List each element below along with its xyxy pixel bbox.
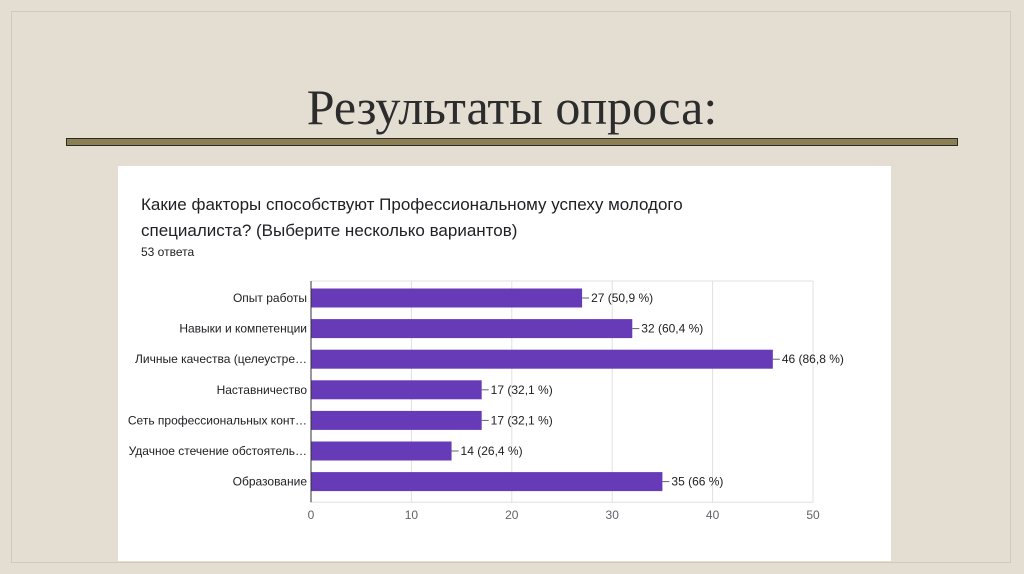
value-label: 35 (66 %) — [671, 475, 723, 489]
bar — [311, 410, 482, 430]
value-label: 32 (60,4 %) — [641, 322, 703, 336]
chart-card: Какие факторы способствуют Профессиональ… — [118, 166, 891, 561]
category-label: Личные качества (целеустре… — [135, 352, 307, 366]
bar — [311, 472, 663, 492]
value-label: 17 (32,1 %) — [491, 383, 553, 397]
value-label: 14 (26,4 %) — [461, 444, 523, 458]
slide-title: Результаты опроса: — [306, 79, 718, 135]
x-tick-label: 40 — [706, 508, 720, 522]
title-underline — [66, 138, 958, 146]
category-label: Наставничество — [217, 383, 308, 397]
slide-frame — [11, 11, 1011, 563]
value-label: 17 (32,1 %) — [491, 413, 553, 427]
bar — [311, 319, 633, 339]
bar — [311, 288, 583, 308]
bar — [311, 349, 773, 369]
question-title: Какие факторы способствуют Профессиональ… — [141, 195, 683, 240]
response-count: 53 ответа — [141, 245, 195, 259]
category-label: Сеть профессиональных конт… — [128, 413, 307, 427]
category-label: Удачное стечение обстоятель… — [129, 444, 307, 458]
x-tick-label: 20 — [505, 508, 519, 522]
bar — [311, 380, 482, 400]
bar — [311, 441, 452, 461]
category-label: Опыт работы — [233, 291, 307, 305]
x-tick-label: 0 — [308, 508, 315, 522]
x-tick-label: 50 — [806, 508, 820, 522]
category-label: Образование — [233, 475, 308, 489]
x-tick-label: 30 — [606, 508, 620, 522]
bar-chart: 0 10 20 30 40 50 Опыт работы 27 (50,9 %) Навыки … — [128, 280, 844, 522]
x-tick-label: 10 — [405, 508, 419, 522]
category-label: Навыки и компетенции — [179, 322, 307, 336]
value-label: 46 (86,8 %) — [782, 352, 844, 366]
value-label: 27 (50,9 %) — [591, 291, 653, 305]
